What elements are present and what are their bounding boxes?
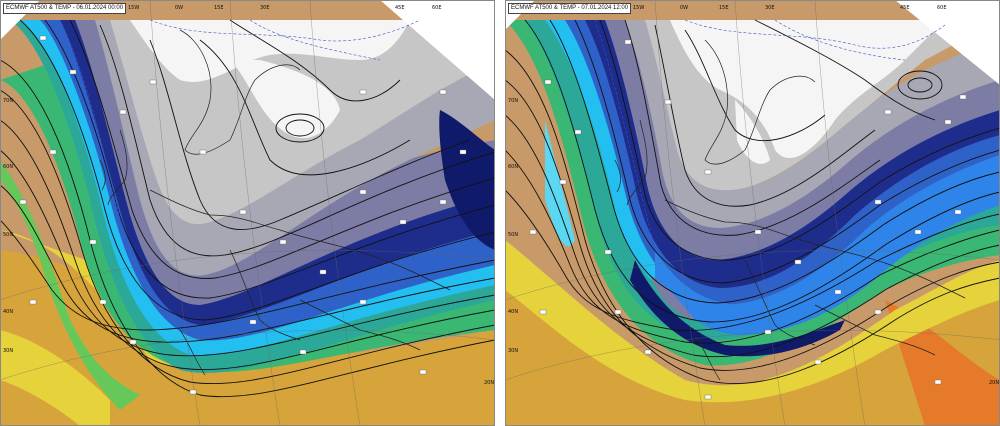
lon-label: 15W [633,5,644,11]
geopotential-contours [505,19,1000,384]
lat-label: 20N [989,380,999,386]
field-gold-sw [0,380,80,426]
lon-label: 15W [128,5,139,11]
geopotential-contours [0,19,495,398]
lon-label: 30E [260,5,270,11]
field-light-green [0,160,140,410]
lon-label: 0W [175,5,183,11]
graticule [0,0,495,426]
lon-label: 60E [937,5,947,11]
field-deep-navy-east [439,110,495,250]
lat-label: 20N [484,380,494,386]
graticule [505,0,1000,426]
field-slate-small [650,275,695,320]
lon-label: 45E [900,5,910,11]
lat-label: 60N [3,164,13,170]
map-panel-right: 15W 0W 15E 30E 45E 60E 70N 60N 50N 40N 3… [505,0,1000,426]
lon-label: 45E [395,5,405,11]
map-panel-left: 15W 0W 15E 30E 45E 60E 70N 60N 50N 40N 3… [0,0,495,426]
weather-map-left: 15W 0W 15E 30E 45E 60E 70N 60N 50N 40N 3… [0,0,495,426]
lon-label: 0W [680,5,688,11]
field-white-cold [670,20,945,159]
field-gold [505,260,1000,426]
lat-label: 70N [508,98,518,104]
lon-label: 15E [719,5,729,11]
lat-label: 40N [508,309,518,315]
lon-label: 30E [765,5,775,11]
coastlines [614,39,966,381]
field-green [505,20,1000,366]
map-title-right: ECMWF AT500 & TEMP - 07.01.2024 12:00 [508,3,632,14]
temperature-contours [59,19,421,261]
lat-label: 60N [508,164,518,170]
field-mid-blue-south [655,165,1000,335]
lat-label: 30N [508,348,518,354]
temperature-contours [594,19,946,251]
lat-label: 30N [3,348,13,354]
field-yellow [505,240,1000,403]
station-markers [529,39,967,400]
lon-label: 60E [432,5,442,11]
map-title-left: ECMWF AT500 & TEMP - 06.01.2024 00:00 [3,3,127,14]
lat-label: 70N [3,98,13,104]
station-markers [19,35,467,395]
field-deep-navy-arc [630,260,845,357]
lat-label: 40N [3,309,13,315]
lat-label: 50N [508,232,518,238]
lat-label: 50N [3,232,13,238]
field-white-pool [230,60,340,139]
field-white-cold [130,20,410,83]
weather-map-right: 15W 0W 15E 30E 45E 60E 70N 60N 50N 40N 3… [505,0,1000,426]
lon-label: 15E [214,5,224,11]
map-edge-corner [895,0,1000,85]
